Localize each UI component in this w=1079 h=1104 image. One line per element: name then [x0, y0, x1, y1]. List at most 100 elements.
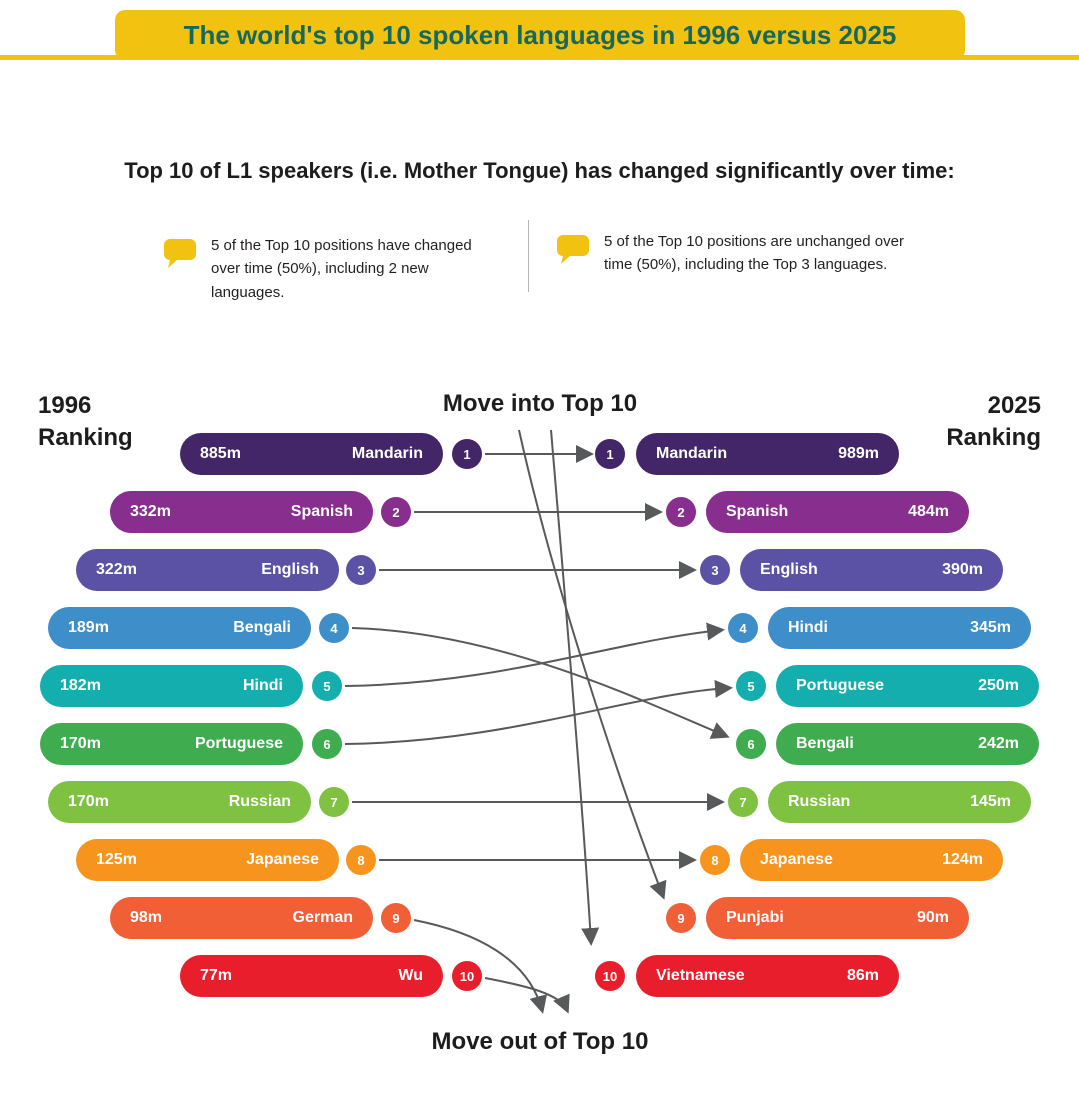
bar-language: Hindi: [243, 677, 283, 694]
bar-language: Bengali: [233, 619, 291, 636]
bar-value: 242m: [978, 735, 1019, 752]
rank-badge-1996-8: 8: [346, 845, 376, 875]
bar-value: 189m: [68, 619, 109, 636]
bar-value: 484m: [908, 503, 949, 520]
rank-number: 10: [459, 968, 475, 984]
speech-bubble-icon: [164, 239, 196, 268]
rank-number: 5: [323, 678, 331, 694]
bar-1996-japanese: 125m Japanese: [76, 839, 339, 881]
label-2025-ranking: 2025 Ranking: [946, 390, 1041, 455]
bar-2025-punjabi: Punjabi 90m: [706, 897, 969, 939]
rank-badge-2025-5: 5: [736, 671, 766, 701]
bar-value: 170m: [68, 793, 109, 810]
rank-number: 3: [357, 562, 365, 578]
bar-value: 98m: [130, 909, 163, 926]
bar-2025-russian: Russian 145m: [768, 781, 1031, 823]
bar-value: 250m: [978, 677, 1019, 694]
notes-divider: [528, 220, 529, 292]
bar-language: Mandarin: [656, 445, 728, 462]
note-unchanged-text: 5 of the Top 10 positions are unchanged …: [604, 233, 904, 274]
speech-bubble-icon: [557, 235, 589, 264]
page-title: The world's top 10 spoken languages in 1…: [183, 19, 897, 50]
label-1996-sub: Ranking: [38, 424, 133, 452]
rank-number: 5: [747, 678, 755, 694]
rank-number: 2: [677, 504, 685, 520]
note-unchanged: 5 of the Top 10 positions are unchanged …: [556, 230, 920, 277]
rank-number: 10: [602, 968, 618, 984]
bar-value: 125m: [96, 851, 137, 868]
bar-value: 145m: [970, 793, 1011, 810]
bar-language: Spanish: [290, 503, 353, 520]
rank-number: 6: [747, 736, 755, 752]
bar-value: 90m: [916, 909, 949, 926]
rank-number: 1: [606, 446, 614, 462]
bar-value: 345m: [970, 619, 1011, 636]
bar-2025-bengali: Bengali 242m: [776, 723, 1039, 765]
bar-1996-spanish: 332m Spanish: [110, 491, 373, 533]
bar-value: 885m: [200, 445, 241, 462]
bar-value: 170m: [60, 735, 101, 752]
label-1996: 1996: [38, 392, 92, 419]
rank-number: 7: [739, 794, 747, 810]
rank-number: 9: [392, 910, 400, 926]
arrow-in-to-vietnamese-10: [550, 429, 600, 946]
bar-2025-vietnamese: Vietnamese 86m: [636, 955, 899, 997]
rank-badge-1996-3: 3: [346, 555, 376, 585]
rank-number: 9: [677, 910, 685, 926]
subtitle-heading: Top 10 of L1 speakers (i.e. Mother Tongu…: [124, 158, 955, 183]
rank-number: 8: [357, 852, 365, 868]
bar-value: 86m: [846, 967, 879, 984]
bar-language: Russian: [788, 793, 851, 810]
bar-1996-german: 98m German: [110, 897, 373, 939]
rank-number: 6: [323, 736, 331, 752]
rank-number: 2: [392, 504, 400, 520]
rank-badge-1996-1: 1: [452, 439, 482, 469]
rank-badge-2025-2: 2: [666, 497, 696, 527]
rank-badge-1996-9: 9: [381, 903, 411, 933]
rank-badge-1996-4: 4: [319, 613, 349, 643]
rank-badge-1996-2: 2: [381, 497, 411, 527]
bar-language: Portuguese: [194, 735, 283, 752]
note-changed: 5 of the Top 10 positions have changed o…: [163, 234, 479, 304]
bar-language: Russian: [228, 793, 291, 810]
bar-1996-english: 322m English: [76, 549, 339, 591]
rank-number: 3: [711, 562, 719, 578]
bar-value: 124m: [942, 851, 983, 868]
bar-2025-spanish: Spanish 484m: [706, 491, 969, 533]
bar-language: Bengali: [796, 735, 854, 752]
bar-1996-russian: 170m Russian: [48, 781, 311, 823]
rank-number: 7: [330, 794, 338, 810]
rank-badge-2025-10: 10: [595, 961, 625, 991]
bar-value: 182m: [60, 677, 101, 694]
title-banner: The world's top 10 spoken languages in 1…: [115, 10, 965, 60]
bar-1996-portuguese: 170m Portuguese: [40, 723, 303, 765]
bar-language: English: [261, 561, 319, 578]
bar-2025-hindi: Hindi 345m: [768, 607, 1031, 649]
bar-language: Vietnamese: [656, 967, 745, 984]
bar-language: Mandarin: [351, 445, 423, 462]
bar-1996-wu: 77m Wu: [180, 955, 443, 997]
bar-1996-hindi: 182m Hindi: [40, 665, 303, 707]
rank-badge-1996-7: 7: [319, 787, 349, 817]
bar-value: 989m: [838, 445, 879, 462]
bar-2025-english: English 390m: [740, 549, 1003, 591]
rank-badge-2025-4: 4: [728, 613, 758, 643]
rank-number: 4: [739, 620, 747, 636]
label-move-into-top10: Move into Top 10: [442, 390, 638, 417]
bar-value: 322m: [96, 561, 137, 578]
bar-2025-portuguese: Portuguese 250m: [776, 665, 1039, 707]
bar-language: German: [292, 909, 353, 926]
bar-2025-japanese: Japanese 124m: [740, 839, 1003, 881]
label-1996-ranking: 1996 Ranking: [38, 390, 133, 455]
bar-value: 390m: [942, 561, 983, 578]
rank-badge-2025-6: 6: [736, 729, 766, 759]
rank-badge-1996-6: 6: [312, 729, 342, 759]
arrow-hindi-5-to-4: [344, 622, 725, 687]
bar-language: Wu: [398, 967, 423, 984]
arrow-in-to-punjabi-9: [518, 429, 667, 900]
bar-language: English: [760, 561, 818, 578]
rank-number: 1: [463, 446, 471, 462]
arrow-wu-10-to-out: [484, 977, 570, 1014]
bar-2025-mandarin: Mandarin 989m: [636, 433, 899, 475]
